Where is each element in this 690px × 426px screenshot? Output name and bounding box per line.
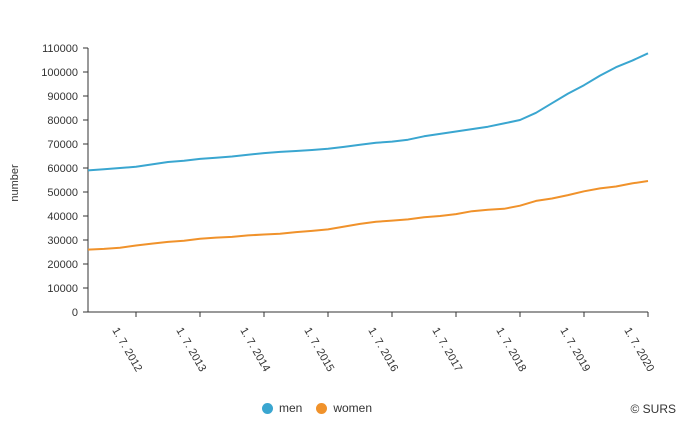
legend: men women [262,401,372,415]
y-tick-label: 50000 [47,187,78,199]
legend-item-men[interactable]: men [262,401,302,415]
y-tick-label: 0 [72,307,78,319]
y-tick-label: 90000 [47,91,78,103]
x-tick-label: 1. 7. 2016 [365,326,400,374]
legend-label-men: men [279,401,303,415]
source-credit: © SURS [630,402,676,416]
series-lines [87,52,649,251]
x-axis: 1. 7. 2012 1. 7. 2013 1. 7. 2014 1. 7. 2015… [88,311,656,374]
y-tick-label: 60000 [47,163,78,175]
legend-marker-women [316,402,328,414]
y-tick-label: 100000 [41,67,78,79]
x-tick-label: 1. 7. 2013 [173,326,208,374]
x-tick-label: 1. 7. 2020 [621,326,656,374]
y-tick-label: 70000 [47,139,78,151]
y-tick-label: 110000 [42,43,78,55]
y-axis: 0 10000 20000 30000 40000 50000 60000 70000 8000… [41,43,89,319]
y-tick-label: 30000 [47,235,78,247]
y-tick-label: 40000 [47,211,78,223]
legend-label-women: women [333,401,373,415]
x-tick-label: 1. 7. 2018 [493,326,528,374]
x-tick-label: 1. 7. 2012 [109,326,144,374]
series-line-women [87,180,649,251]
y-axis-title: number [9,164,21,202]
y-tick-label: 80000 [47,115,78,127]
legend-item-women[interactable]: women [316,401,372,415]
x-tick-label: 1. 7. 2014 [237,326,272,374]
x-tick-label: 1. 7. 2015 [301,326,336,374]
y-tick-label: 10000 [47,283,78,295]
x-tick-label: 1. 7. 2017 [429,326,464,374]
series-line-men [87,52,649,172]
x-tick-label: 1. 7. 2019 [557,326,592,374]
legend-marker-men [262,402,273,414]
y-tick-label: 20000 [47,259,78,271]
